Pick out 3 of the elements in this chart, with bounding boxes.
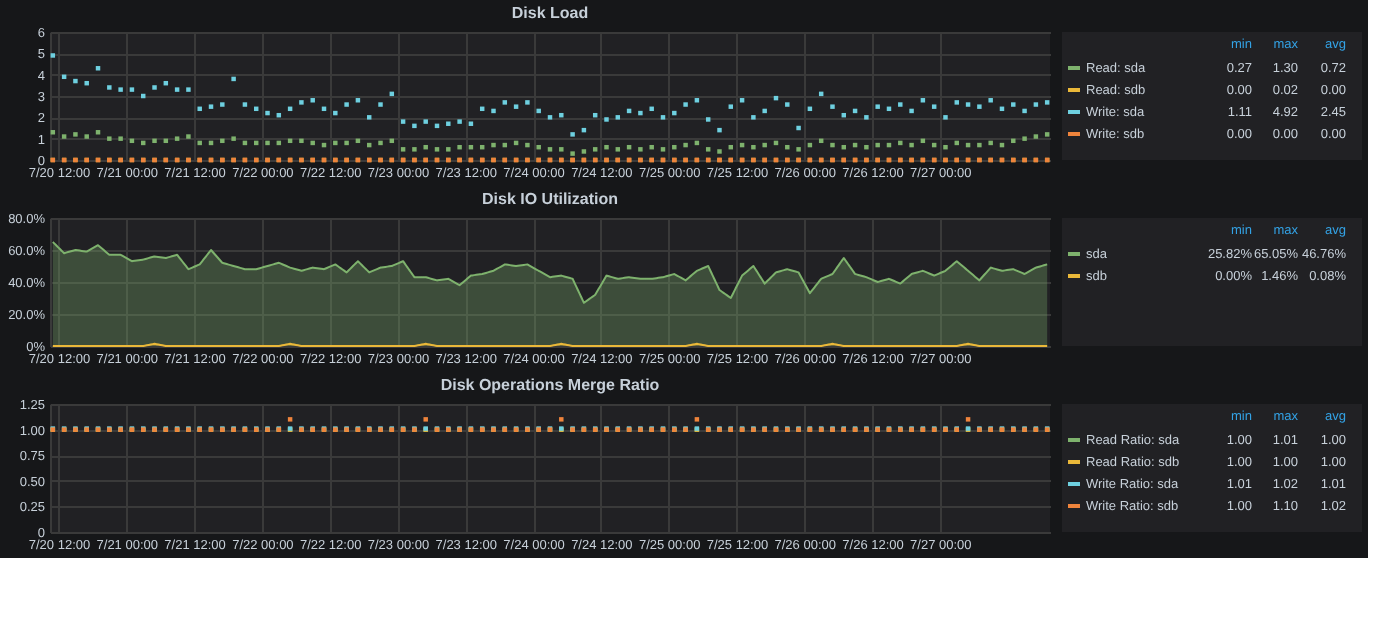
chart-title: Disk IO Utilization: [481, 190, 619, 208]
chart-title: Disk Operations Merge Ratio: [440, 376, 660, 394]
chart-title: Disk Load: [511, 4, 589, 22]
